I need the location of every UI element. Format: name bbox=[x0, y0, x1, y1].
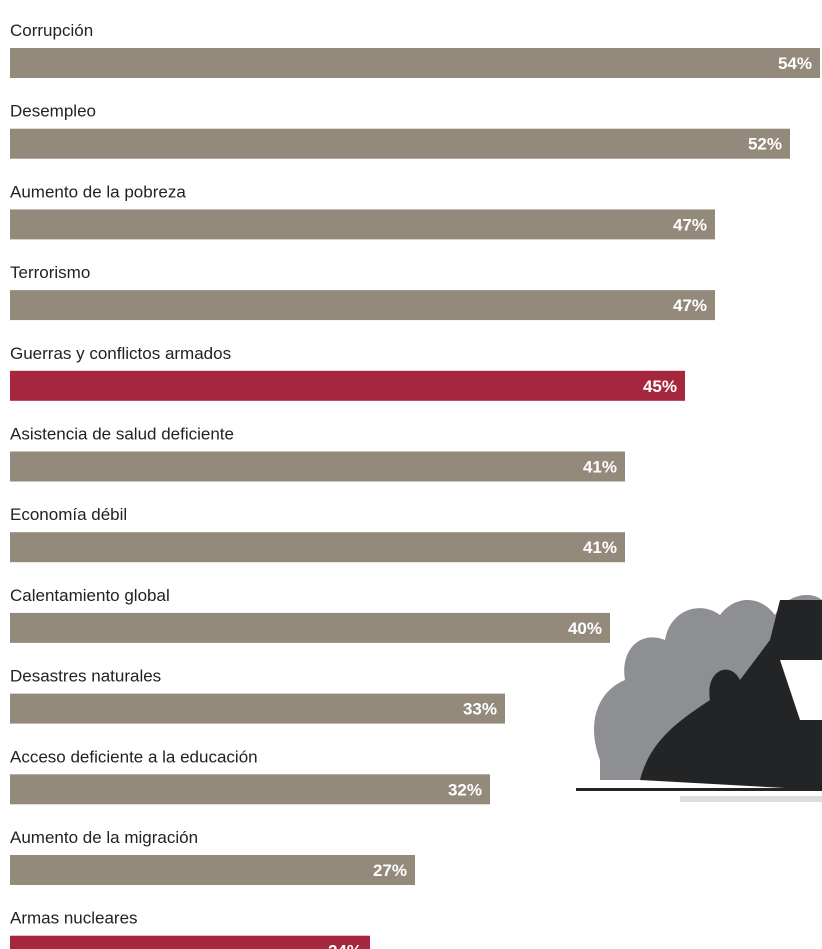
category-label: Terrorismo bbox=[10, 263, 90, 282]
category-label: Armas nucleares bbox=[10, 909, 138, 928]
bar bbox=[10, 370, 685, 401]
bar bbox=[10, 532, 625, 563]
value-label: 41% bbox=[583, 538, 617, 557]
value-label: 27% bbox=[373, 861, 407, 880]
illustration bbox=[576, 595, 822, 802]
bar bbox=[10, 48, 820, 78]
value-label: 45% bbox=[643, 377, 677, 396]
value-label: 24% bbox=[328, 942, 362, 949]
category-label: Desastres naturales bbox=[10, 667, 161, 686]
bar bbox=[10, 451, 625, 482]
bar bbox=[10, 935, 370, 949]
category-label: Aumento de la pobreza bbox=[10, 182, 186, 201]
value-label: 47% bbox=[673, 215, 707, 234]
category-label: Calentamiento global bbox=[10, 586, 170, 605]
category-label: Corrupción bbox=[10, 21, 93, 40]
bar bbox=[10, 128, 790, 159]
value-label: 54% bbox=[778, 54, 812, 73]
category-label: Asistencia de salud deficiente bbox=[10, 425, 234, 444]
bar bbox=[10, 209, 715, 240]
value-label: 47% bbox=[673, 296, 707, 315]
bar bbox=[10, 612, 610, 643]
value-label: 52% bbox=[748, 135, 782, 154]
bar bbox=[10, 693, 505, 724]
category-label: Acceso deficiente a la educación bbox=[10, 747, 258, 766]
category-label: Economía débil bbox=[10, 505, 127, 524]
value-label: 32% bbox=[448, 780, 482, 799]
bar bbox=[10, 774, 490, 805]
category-label: Guerras y conflictos armados bbox=[10, 344, 231, 363]
value-label: 40% bbox=[568, 619, 602, 638]
bar bbox=[10, 290, 715, 321]
value-label: 41% bbox=[583, 458, 617, 477]
bar bbox=[10, 855, 415, 885]
value-label: 33% bbox=[463, 700, 497, 719]
category-label: Desempleo bbox=[10, 102, 96, 121]
category-label: Aumento de la migración bbox=[10, 828, 198, 847]
